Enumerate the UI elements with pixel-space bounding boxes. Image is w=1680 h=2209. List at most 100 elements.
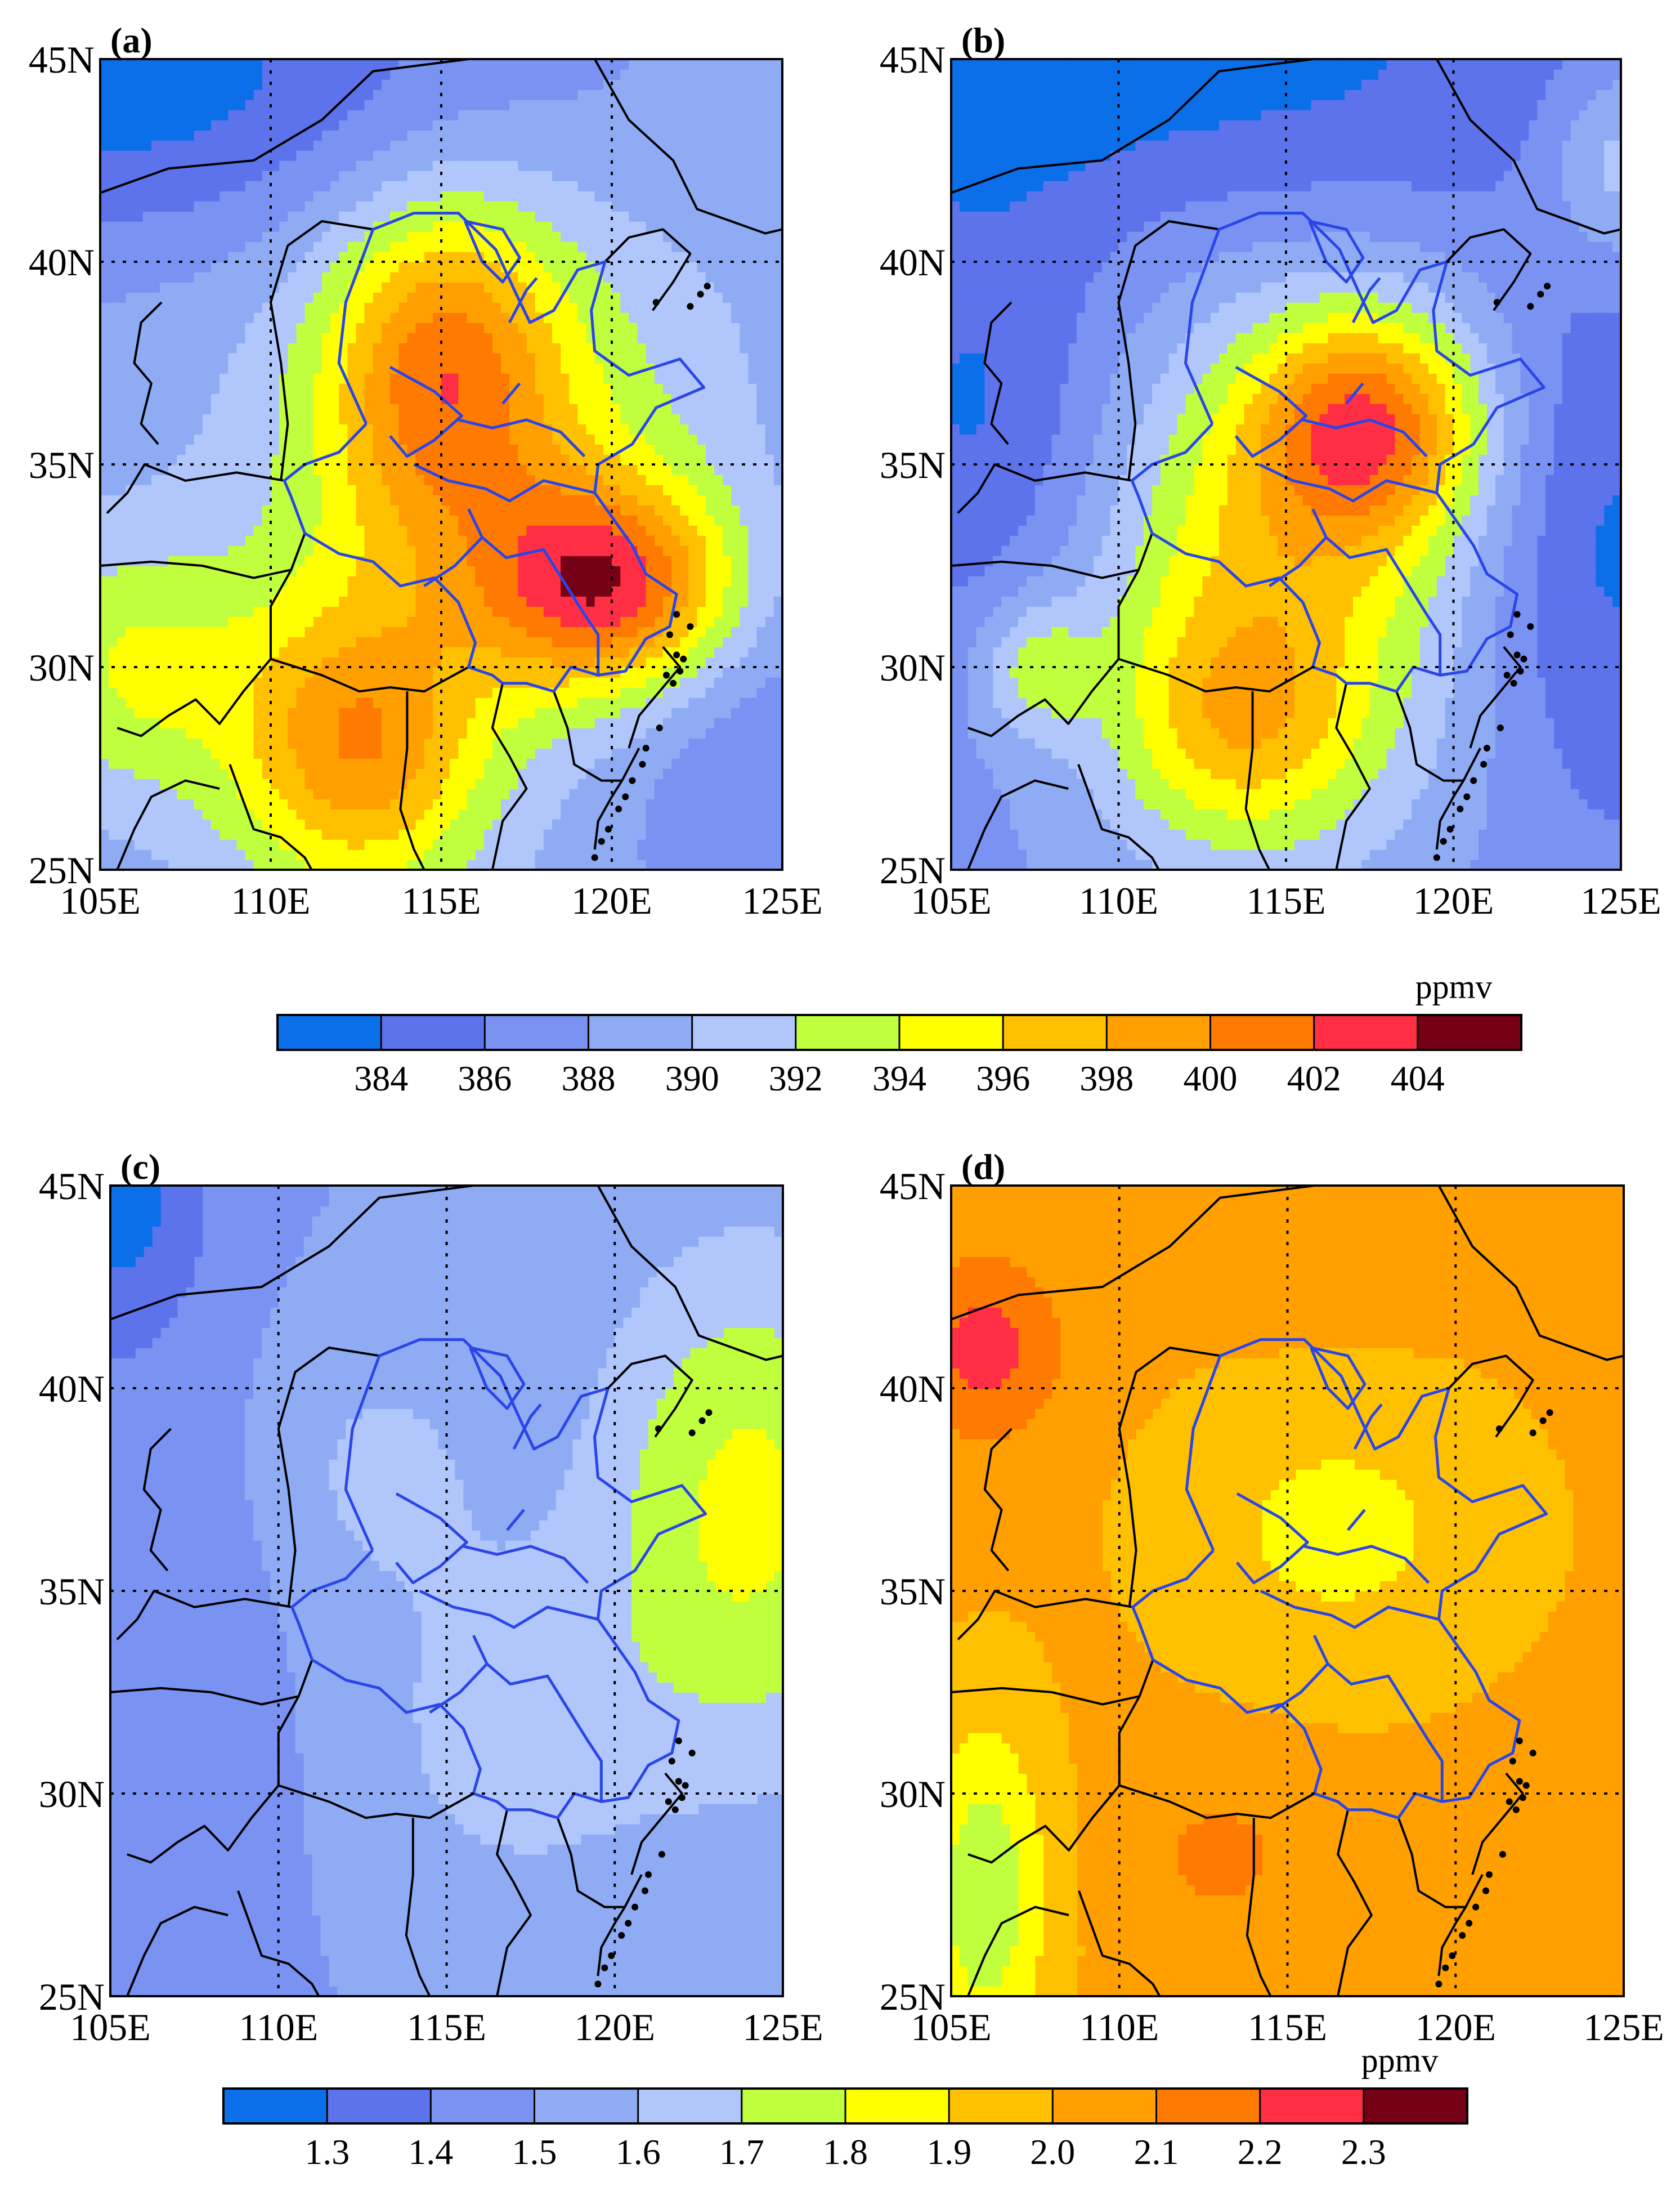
field-cell (210, 353, 220, 364)
field-cell (339, 69, 348, 80)
field-cell (518, 758, 527, 769)
field-cell (271, 505, 280, 516)
field-cell (160, 252, 169, 262)
field-cell (313, 110, 322, 120)
field-cell (296, 414, 306, 424)
field-cell (407, 758, 416, 769)
field-cell (483, 353, 493, 364)
field-cell (373, 434, 382, 445)
field-cell (364, 849, 374, 860)
field-cell (390, 738, 400, 749)
field-cell (475, 272, 485, 283)
field-cell (535, 606, 544, 617)
field-cell (577, 79, 587, 90)
field-cell (168, 819, 178, 830)
field-cell (569, 566, 579, 576)
field-cell (296, 586, 306, 597)
field-cell (543, 100, 553, 110)
field-cell (219, 171, 229, 181)
field-cell (501, 515, 510, 526)
field-cell (424, 363, 433, 374)
field-cell (475, 333, 485, 343)
field-cell (330, 708, 339, 718)
field-cell (561, 860, 570, 870)
field-cell (475, 627, 485, 637)
field-cell (219, 535, 229, 546)
field-cell (432, 282, 442, 293)
field-cell (160, 829, 169, 840)
field-cell (210, 789, 220, 799)
field-cell (620, 181, 630, 191)
field-cell (569, 292, 579, 303)
field-cell (382, 252, 391, 262)
field-cell (441, 150, 450, 161)
field-cell (518, 333, 527, 343)
field-cell (202, 262, 212, 272)
field-cell (168, 130, 178, 141)
field-cell (543, 211, 553, 222)
field-cell (288, 393, 297, 404)
field-cell (321, 434, 331, 445)
field-cell (569, 637, 579, 647)
field-cell (382, 758, 391, 769)
field-cell (594, 343, 604, 354)
field-cell (458, 809, 468, 820)
field-cell (509, 373, 519, 384)
field-cell (356, 312, 365, 323)
field-cell (151, 181, 160, 191)
field-cell (339, 505, 348, 516)
field-cell (483, 627, 493, 637)
field-cell (424, 414, 433, 424)
field-cell (134, 535, 144, 546)
field-cell (501, 627, 510, 637)
field-cell (424, 829, 433, 840)
field-cell (279, 231, 289, 242)
field-cell (271, 100, 280, 110)
field-cell (415, 515, 425, 526)
field-cell (347, 667, 357, 678)
field-cell (398, 515, 408, 526)
field-cell (126, 545, 135, 556)
field-cell (407, 697, 416, 708)
field-cell (458, 779, 468, 789)
field-cell (569, 495, 579, 506)
field-cell (271, 69, 280, 80)
field-cell (134, 606, 144, 617)
field-cell (288, 718, 297, 728)
field-cell (210, 282, 220, 293)
field-cell (134, 211, 144, 222)
field-cell (100, 495, 109, 506)
field-cell (160, 69, 169, 80)
field-cell (424, 768, 433, 779)
field-cell (543, 616, 553, 627)
field-cell (620, 90, 630, 100)
field-cell (569, 545, 579, 556)
field-cell (424, 373, 433, 384)
field-cell (279, 211, 289, 222)
field-cell (330, 515, 339, 526)
field-cell (586, 495, 595, 506)
field-cell (373, 789, 382, 799)
field-cell (424, 100, 433, 110)
field-cell (577, 505, 587, 516)
field-cell (382, 525, 391, 536)
field-cell (432, 819, 442, 830)
field-cell (382, 829, 391, 840)
field-cell (603, 545, 612, 556)
field-cell (330, 525, 339, 536)
field-cell (339, 637, 348, 647)
field-cell (424, 150, 433, 161)
field-cell (117, 819, 127, 830)
field-cell (535, 829, 544, 840)
field-cell (382, 444, 391, 455)
field-cell (586, 819, 595, 830)
field-cell (501, 110, 510, 120)
field-cell (373, 262, 382, 272)
field-cell (501, 312, 510, 323)
field-cell (279, 312, 289, 323)
field-cell (330, 353, 339, 364)
field-cell (177, 444, 186, 455)
field-cell (279, 110, 289, 120)
field-cell (552, 525, 561, 536)
field-cell (126, 708, 135, 718)
